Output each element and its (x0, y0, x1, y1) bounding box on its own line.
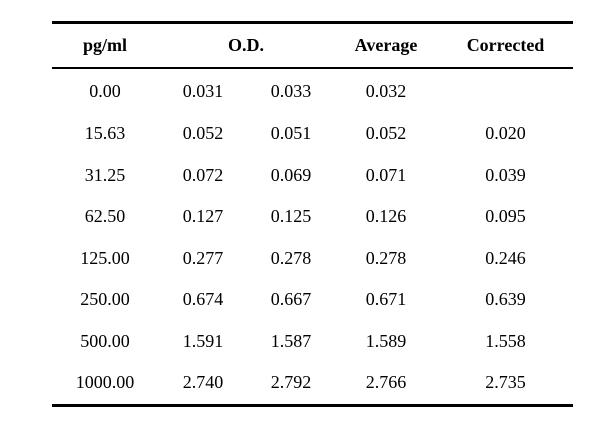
cell-corrected: 0.020 (485, 123, 526, 144)
cell-od-2: 0.069 (270, 164, 312, 185)
cell-concentration: 125.00 (80, 247, 130, 268)
cell-od-1: 0.277 (182, 247, 224, 268)
cell-corrected: 1.558 (485, 330, 526, 351)
table-body: 0.00 0.031 0.033 0.032 15.63 0.052 0.051 0.052 0… (52, 69, 573, 404)
cell-concentration: 62.50 (84, 206, 126, 227)
header-average: Average (354, 35, 418, 55)
header-corrected: Corrected (466, 35, 545, 55)
cell-average: 0.278 (365, 247, 407, 268)
cell-od-2: 0.278 (270, 247, 312, 268)
table-header: pg/ml O.D. Average Corrected (52, 24, 573, 67)
cell-average: 2.766 (365, 372, 407, 393)
cell-od-1: 0.127 (182, 206, 224, 227)
cell-corrected: 0.039 (485, 164, 526, 185)
table-row: 15.63 0.052 0.051 0.052 0.020 (52, 113, 573, 155)
table-bottom-rule (52, 403, 573, 407)
cell-average: 0.052 (365, 123, 407, 144)
cell-average: 0.032 (365, 80, 407, 101)
cell-concentration: 0.00 (89, 80, 121, 101)
table-row: 500.00 1.591 1.587 1.589 1.558 (52, 321, 573, 363)
cell-od-1: 2.740 (182, 372, 224, 393)
table-top-rule (52, 21, 573, 24)
cell-corrected (438, 69, 573, 113)
cell-concentration: 500.00 (80, 330, 130, 351)
cell-od-1: 0.031 (182, 80, 224, 101)
cell-concentration: 31.25 (84, 164, 126, 185)
header-row: pg/ml O.D. Average Corrected (52, 24, 573, 67)
cell-od-2: 0.033 (270, 80, 312, 101)
table-header-rule (52, 67, 573, 69)
table-row: 0.00 0.031 0.033 0.032 (52, 69, 573, 113)
cell-average: 0.126 (365, 206, 407, 227)
cell-od-2: 0.125 (270, 206, 312, 227)
table-row: 125.00 0.277 0.278 0.278 0.246 (52, 238, 573, 280)
cell-corrected: 0.246 (485, 247, 526, 268)
table-row: 31.25 0.072 0.069 0.071 0.039 (52, 155, 573, 197)
cell-corrected: 2.735 (485, 372, 526, 393)
cell-od-2: 0.051 (270, 123, 312, 144)
cell-average: 0.071 (365, 164, 407, 185)
cell-od-1: 0.072 (182, 164, 224, 185)
cell-od-1: 0.052 (182, 123, 224, 144)
cell-average: 1.589 (365, 330, 407, 351)
table-row: 62.50 0.127 0.125 0.126 0.095 (52, 196, 573, 238)
table-row: 1000.00 2.740 2.792 2.766 2.735 (52, 362, 573, 404)
standard-curve-table-body: 0.00 0.031 0.033 0.032 15.63 0.052 0.051 0.052 0… (52, 69, 573, 404)
cell-od-1: 0.674 (182, 289, 224, 310)
cell-od-2: 1.587 (270, 330, 312, 351)
standard-curve-table: pg/ml O.D. Average Corrected (52, 24, 573, 67)
cell-od-2: 2.792 (270, 372, 312, 393)
header-concentration: pg/ml (82, 35, 127, 55)
standard-curve-table-container: pg/ml O.D. Average Corrected 0.00 0.031 0.… (52, 21, 573, 407)
cell-corrected: 0.639 (485, 289, 526, 310)
cell-concentration: 250.00 (80, 289, 130, 310)
header-od: O.D. (228, 35, 264, 55)
cell-concentration: 1000.00 (75, 372, 135, 393)
cell-od-2: 0.667 (270, 289, 312, 310)
cell-concentration: 15.63 (84, 123, 126, 144)
cell-corrected: 0.095 (485, 206, 526, 227)
cell-od-1: 1.591 (182, 330, 224, 351)
table-row: 250.00 0.674 0.667 0.671 0.639 (52, 279, 573, 321)
cell-average: 0.671 (365, 289, 407, 310)
